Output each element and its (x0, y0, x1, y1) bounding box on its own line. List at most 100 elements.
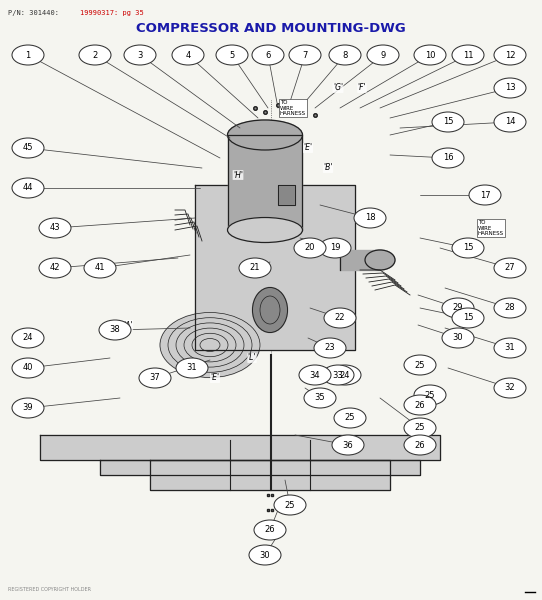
Ellipse shape (494, 258, 526, 278)
Text: 41: 41 (95, 263, 105, 272)
Ellipse shape (160, 313, 260, 377)
Text: 5: 5 (229, 50, 235, 59)
Ellipse shape (12, 358, 44, 378)
Text: 20: 20 (305, 244, 315, 253)
Text: 13: 13 (505, 83, 515, 92)
Text: 10: 10 (425, 50, 435, 59)
Ellipse shape (404, 435, 436, 455)
Text: 15: 15 (463, 313, 473, 323)
Text: 9: 9 (380, 50, 385, 59)
Text: REGISTERED COPYRIGHT HOLDER: REGISTERED COPYRIGHT HOLDER (8, 587, 91, 592)
Text: 39: 39 (23, 403, 33, 413)
Text: TO
WIRE
HARNESS: TO WIRE HARNESS (280, 100, 306, 116)
Ellipse shape (404, 418, 436, 438)
Text: 24: 24 (340, 370, 350, 379)
Ellipse shape (494, 298, 526, 318)
Text: 'A': 'A' (123, 320, 133, 329)
Text: 32: 32 (505, 383, 515, 392)
Ellipse shape (39, 258, 71, 278)
Text: 6: 6 (266, 50, 270, 59)
Ellipse shape (494, 78, 526, 98)
Text: 11: 11 (463, 50, 473, 59)
Text: 19: 19 (330, 244, 340, 253)
Ellipse shape (469, 185, 501, 205)
Text: 22: 22 (335, 313, 345, 323)
Ellipse shape (12, 45, 44, 65)
Text: 33: 33 (333, 370, 344, 379)
Text: 'F': 'F' (358, 83, 366, 92)
Polygon shape (195, 185, 355, 350)
Ellipse shape (12, 328, 44, 348)
Text: 42: 42 (50, 263, 60, 272)
Ellipse shape (452, 238, 484, 258)
Text: 14: 14 (505, 118, 515, 127)
Ellipse shape (494, 112, 526, 132)
Ellipse shape (99, 320, 131, 340)
Text: 'E': 'E' (210, 373, 220, 383)
Ellipse shape (354, 208, 386, 228)
Ellipse shape (494, 338, 526, 358)
Text: 37: 37 (150, 373, 160, 383)
Text: 'B': 'B' (323, 163, 333, 173)
Text: 4: 4 (185, 50, 191, 59)
Ellipse shape (322, 365, 354, 385)
Text: 45: 45 (23, 143, 33, 152)
Text: 43: 43 (50, 223, 60, 232)
Ellipse shape (249, 545, 281, 565)
Text: 23: 23 (325, 343, 335, 352)
Text: 30: 30 (453, 334, 463, 343)
Text: 25: 25 (425, 391, 435, 400)
Text: 25: 25 (415, 361, 425, 370)
Text: 8: 8 (343, 50, 347, 59)
Text: 3: 3 (137, 50, 143, 59)
Ellipse shape (252, 45, 284, 65)
Text: 'L': 'L' (248, 353, 256, 362)
Ellipse shape (79, 45, 111, 65)
Polygon shape (40, 435, 440, 460)
Polygon shape (100, 460, 420, 475)
Ellipse shape (404, 355, 436, 375)
Text: 44: 44 (23, 184, 33, 193)
Ellipse shape (254, 520, 286, 540)
Polygon shape (228, 135, 302, 230)
Ellipse shape (253, 287, 287, 332)
Text: 'H': 'H' (233, 170, 243, 179)
Ellipse shape (274, 495, 306, 515)
Ellipse shape (319, 238, 351, 258)
Text: 25: 25 (415, 424, 425, 433)
Text: 17: 17 (480, 191, 491, 199)
Text: 25: 25 (285, 500, 295, 509)
Ellipse shape (12, 398, 44, 418)
Ellipse shape (329, 45, 361, 65)
Polygon shape (340, 250, 380, 270)
Text: 24: 24 (23, 334, 33, 343)
Text: 16: 16 (443, 154, 453, 163)
Ellipse shape (12, 138, 44, 158)
Ellipse shape (367, 45, 399, 65)
Ellipse shape (294, 238, 326, 258)
Text: COMPRESSOR AND MOUNTING-DWG: COMPRESSOR AND MOUNTING-DWG (136, 22, 406, 35)
Ellipse shape (452, 308, 484, 328)
Ellipse shape (494, 45, 526, 65)
Text: 15: 15 (443, 118, 453, 127)
Ellipse shape (314, 338, 346, 358)
Text: TO
WIRE
HARNESS: TO WIRE HARNESS (478, 220, 504, 236)
Text: 30: 30 (260, 551, 270, 559)
Text: 35: 35 (315, 394, 325, 403)
Text: 7: 7 (302, 50, 308, 59)
Ellipse shape (172, 45, 204, 65)
Text: 27: 27 (505, 263, 515, 272)
Text: 26: 26 (264, 526, 275, 535)
Text: 40: 40 (23, 364, 33, 373)
Text: 34: 34 (309, 370, 320, 379)
Text: 1: 1 (25, 50, 31, 59)
Ellipse shape (329, 365, 361, 385)
Ellipse shape (39, 218, 71, 238)
Ellipse shape (334, 408, 366, 428)
Ellipse shape (228, 120, 302, 150)
Text: 26: 26 (415, 440, 425, 449)
Ellipse shape (442, 328, 474, 348)
Ellipse shape (239, 258, 271, 278)
Ellipse shape (176, 358, 208, 378)
Ellipse shape (324, 308, 356, 328)
